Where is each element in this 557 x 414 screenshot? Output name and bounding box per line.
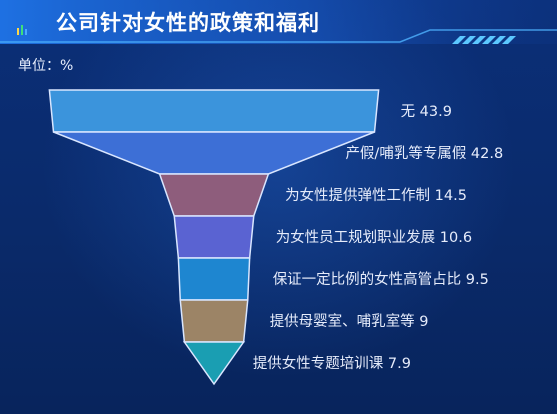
chart-title: 公司针对女性的政策和福利 — [56, 11, 320, 35]
funnel-segment — [53, 131, 375, 175]
funnel-segment — [179, 299, 249, 343]
bar-chart-icon — [17, 25, 27, 35]
stripe-decoration-icon — [452, 36, 516, 44]
unit-label: 单位：% — [18, 58, 74, 74]
funnel-label: 提供女性专题培训课 7.9 — [253, 354, 411, 372]
funnel-label: 保证一定比例的女性高管占比 9.5 — [273, 270, 489, 288]
funnel-label: 无 43.9 — [401, 104, 452, 120]
funnel-label: 提供母婴室、哺乳室等 9 — [270, 312, 429, 330]
title-bar — [0, 0, 557, 44]
funnel-segment — [158, 173, 270, 217]
funnel-label: 为女性员工规划职业发展 10.6 — [276, 228, 472, 246]
funnel-label: 产假/哺乳等专属假 42.8 — [345, 144, 503, 162]
funnel-segment — [173, 215, 255, 259]
funnel-segment — [177, 257, 251, 301]
funnel-segment — [182, 341, 246, 386]
funnel-segment — [48, 89, 380, 133]
funnel-label: 为女性提供弹性工作制 14.5 — [285, 186, 467, 204]
